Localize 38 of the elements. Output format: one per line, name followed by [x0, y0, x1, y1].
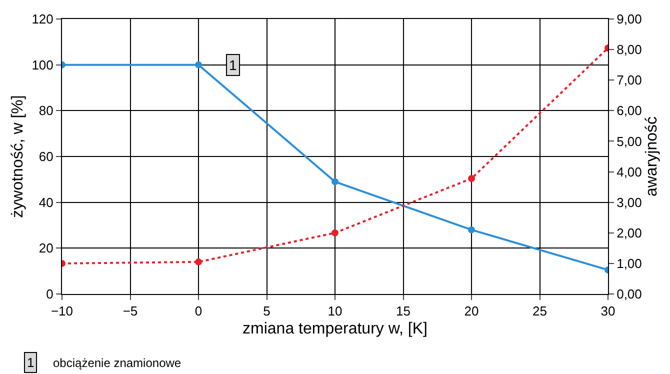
- point: [468, 226, 475, 234]
- x-tick-label: 5: [263, 304, 270, 319]
- y-axis-title: żywotność, w [%]: [10, 95, 27, 218]
- point: [332, 229, 338, 236]
- y2-tick-label: 4,00: [616, 164, 642, 180]
- text: obciążenie znamionowe: [53, 356, 182, 370]
- y-tick-label: 80: [38, 103, 54, 118]
- y-tick-label: 60: [38, 149, 54, 164]
- y2-axis-title: awaryjność: [644, 116, 661, 197]
- y2-tick-label: 8,00: [616, 42, 642, 58]
- point: [195, 258, 202, 266]
- x-tick-label: 15: [396, 304, 410, 319]
- y-tick-label: 40: [38, 194, 54, 210]
- x-tick-label: 25: [532, 304, 547, 319]
- point: [195, 61, 202, 68]
- x-tick-label: 10: [328, 304, 342, 319]
- y-tick-label: 0: [46, 286, 54, 302]
- y2-tick-label: 9,00: [616, 12, 642, 27]
- y-tick-label: 120: [32, 12, 54, 27]
- y-tick-label: 20: [38, 240, 54, 256]
- y2-tick-label: 3,00: [616, 194, 642, 210]
- x-tick-label: 30: [600, 304, 616, 319]
- y2-tick-label: 2,00: [616, 225, 642, 240]
- point: [468, 175, 475, 182]
- y2-tick-label: 1,00: [616, 256, 642, 271]
- y2-tick-label: 0,00: [616, 286, 642, 302]
- y2-tick-label: 6,00: [616, 103, 642, 118]
- annotation: 1: [229, 57, 237, 73]
- x-tick-label: −10: [50, 304, 74, 319]
- text: 1: [27, 355, 34, 370]
- y2-tick-label: 5,00: [616, 134, 642, 149]
- point: [332, 178, 338, 186]
- y-tick-label: 100: [32, 57, 54, 72]
- x-tick-label: 20: [464, 304, 479, 319]
- y2-tick-label: 7,00: [616, 72, 642, 88]
- x-axis-title: zmiana temperatury w, [K]: [242, 320, 428, 338]
- x-tick-label: 0: [194, 304, 202, 319]
- x-tick-label: −5: [122, 304, 138, 319]
